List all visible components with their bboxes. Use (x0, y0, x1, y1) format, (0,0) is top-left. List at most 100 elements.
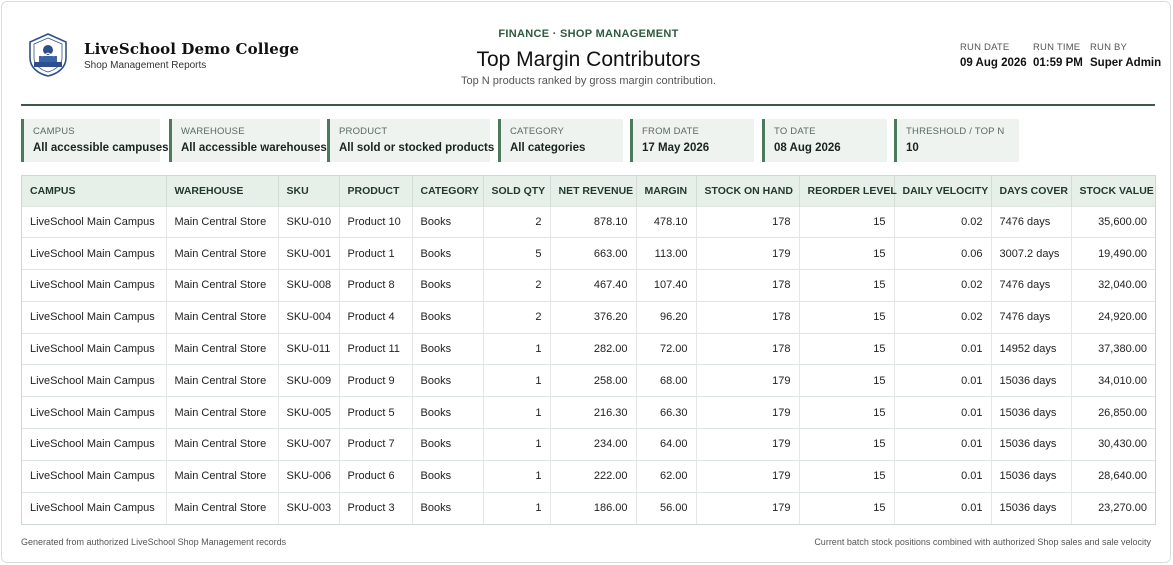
cell-category: Books (412, 364, 484, 397)
cell-days-cover: 15036 days (991, 428, 1072, 461)
cell-stock-value: 24,920.00 (1071, 300, 1155, 334)
cell-campus: LiveSchool Main Campus (22, 269, 167, 302)
run-time: RUN TIME 01:59 PM (1033, 42, 1083, 69)
cell-stock-value: 32,040.00 (1071, 269, 1155, 302)
filter-value: 17 May 2026 (642, 142, 710, 154)
cell-daily-velocity: 0.01 (894, 428, 992, 461)
column-header-net-revenue: NET REVENUE (550, 176, 637, 206)
column-header-daily-velocity: DAILY VELOCITY (894, 176, 992, 206)
run-date: RUN DATE 09 Aug 2026 (960, 42, 1027, 69)
footer-right: Current batch stock positions combined w… (814, 537, 1151, 547)
cell-margin: 96.20 (636, 300, 697, 334)
filter-label: CATEGORY (510, 126, 565, 137)
cell-net-revenue: 186.00 (550, 491, 637, 524)
cell-campus: LiveSchool Main Campus (22, 300, 167, 334)
column-header-category: CATEGORY (412, 176, 484, 206)
cell-margin: 68.00 (636, 364, 697, 397)
filter-label: PRODUCT (339, 126, 388, 137)
cell-sold-qty: 2 (483, 205, 551, 238)
cell-stock-value: 34,010.00 (1071, 364, 1155, 397)
column-header-sku: SKU (278, 176, 340, 206)
cell-days-cover: 7476 days (991, 269, 1072, 302)
cell-category: Books (412, 428, 484, 461)
filter-campus: CAMPUS All accessible campuses (21, 119, 169, 162)
cell-reorder-level: 15 (799, 237, 895, 270)
cell-product: Product 4 (339, 300, 413, 334)
column-header-sold-qty: SOLD QTY (483, 176, 551, 206)
cell-campus: LiveSchool Main Campus (22, 396, 167, 429)
results-table: CAMPUS WAREHOUSE SKU PRODUCT CATEGORY SOLD QT… (21, 175, 1156, 525)
cell-sku: SKU-010 (278, 205, 340, 238)
cell-reorder-level: 15 (799, 332, 895, 365)
report-eyebrow: FINANCE · SHOP MANAGEMENT (498, 28, 679, 40)
cell-warehouse: Main Central Store (166, 332, 279, 365)
column-header-warehouse: WAREHOUSE (166, 176, 279, 206)
cell-category: Books (412, 237, 484, 270)
cell-category: Books (412, 269, 484, 302)
cell-product: Product 6 (339, 459, 413, 493)
filter-label: TO DATE (774, 126, 816, 137)
cell-reorder-level: 15 (799, 205, 895, 238)
cell-sold-qty: 5 (483, 237, 551, 270)
cell-sold-qty: 1 (483, 428, 551, 461)
cell-days-cover: 7476 days (991, 300, 1072, 334)
cell-net-revenue: 222.00 (550, 459, 637, 493)
table-row: LiveSchool Main Campus Main Central Store… (22, 459, 1155, 493)
cell-warehouse: Main Central Store (166, 364, 279, 397)
org-name: LiveSchool Demo College (84, 40, 300, 58)
cell-sku: SKU-008 (278, 269, 340, 302)
cell-days-cover: 15036 days (991, 491, 1072, 524)
cell-stock-on-hand: 179 (696, 396, 800, 429)
column-header-days-cover: DAYS COVER (991, 176, 1072, 206)
cell-reorder-level: 15 (799, 269, 895, 302)
cell-sold-qty: 1 (483, 491, 551, 524)
cell-daily-velocity: 0.01 (894, 459, 992, 493)
cell-margin: 107.40 (636, 269, 697, 302)
column-header-product: PRODUCT (339, 176, 413, 206)
cell-stock-on-hand: 179 (696, 364, 800, 397)
cell-stock-value: 30,430.00 (1071, 428, 1155, 461)
filter-category: CATEGORY All categories (498, 119, 623, 162)
run-by: RUN BY Super Admin (1090, 42, 1161, 69)
cell-warehouse: Main Central Store (166, 396, 279, 429)
cell-stock-value: 26,850.00 (1071, 396, 1155, 429)
cell-days-cover: 15036 days (991, 396, 1072, 429)
footer-left: Generated from authorized LiveSchool Sho… (21, 537, 287, 547)
cell-product: Product 7 (339, 428, 413, 461)
cell-sku: SKU-007 (278, 428, 340, 461)
column-header-margin: MARGIN (636, 176, 697, 206)
cell-category: Books (412, 205, 484, 238)
cell-stock-value: 23,270.00 (1071, 491, 1155, 524)
filter-label: FROM DATE (642, 126, 700, 137)
table-row: LiveSchool Main Campus Main Central Store… (22, 205, 1155, 238)
run-by-value: Super Admin (1090, 57, 1162, 69)
cell-stock-value: 28,640.00 (1071, 459, 1155, 493)
cell-reorder-level: 15 (799, 491, 895, 524)
filter-to-date: TO DATE 08 Aug 2026 (762, 119, 887, 162)
run-date-label: RUN DATE (960, 42, 1010, 53)
cell-sold-qty: 2 (483, 269, 551, 302)
cell-net-revenue: 234.00 (550, 428, 637, 461)
cell-sold-qty: 1 (483, 459, 551, 493)
cell-campus: LiveSchool Main Campus (22, 237, 167, 270)
run-time-label: RUN TIME (1033, 42, 1081, 53)
cell-margin: 64.00 (636, 428, 697, 461)
cell-category: Books (412, 459, 484, 493)
column-header-reorder-level: REORDER LEVEL (799, 176, 897, 206)
cell-net-revenue: 376.20 (550, 300, 637, 334)
cell-days-cover: 15036 days (991, 364, 1072, 397)
cell-net-revenue: 467.40 (550, 269, 637, 302)
filter-value: 08 Aug 2026 (774, 142, 841, 154)
table-row: LiveSchool Main Campus Main Central Store… (22, 428, 1155, 461)
cell-stock-value: 19,490.00 (1071, 237, 1155, 270)
cell-stock-value: 37,380.00 (1071, 332, 1155, 365)
cell-campus: LiveSchool Main Campus (22, 459, 167, 493)
cell-category: Books (412, 491, 484, 524)
cell-margin: 113.00 (636, 237, 697, 270)
cell-margin: 478.10 (636, 205, 697, 238)
filter-value: All categories (510, 142, 586, 154)
cell-sold-qty: 2 (483, 300, 551, 334)
column-header-stock-value: STOCK VALUE (1071, 176, 1155, 206)
cell-sku: SKU-005 (278, 396, 340, 429)
